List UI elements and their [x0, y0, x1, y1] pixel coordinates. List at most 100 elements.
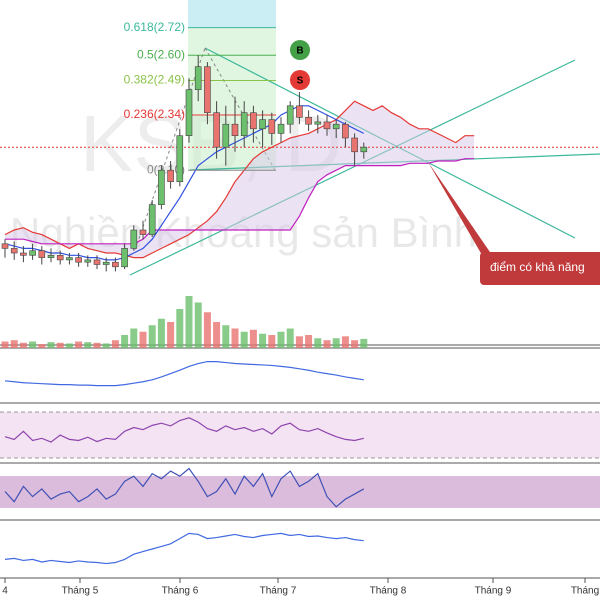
volume-bar	[19, 342, 27, 348]
candle-body	[222, 123, 230, 148]
fib-label: 0.5(2.60)	[137, 47, 185, 61]
candle-body	[342, 123, 349, 139]
volume-bar	[1, 341, 9, 348]
cloud-upper	[4, 100, 475, 259]
volume-bar	[75, 341, 83, 348]
callout-pointer	[428, 162, 492, 255]
volume-bar	[176, 309, 184, 348]
candle-body	[29, 250, 36, 256]
candle-body	[121, 248, 128, 268]
callout-box	[480, 252, 600, 285]
volume-bar	[157, 318, 165, 348]
callout-text: điểm có khả năng	[490, 260, 585, 274]
volume-bar	[102, 343, 110, 348]
candle-body	[1, 243, 9, 249]
candle-body	[75, 257, 82, 263]
volume-bar	[240, 331, 248, 348]
volume-bar	[323, 340, 331, 348]
x-tick-label: Tháng 8	[370, 586, 407, 597]
candle-body	[286, 105, 294, 125]
candle-body	[185, 89, 193, 136]
stoch-line	[4, 467, 365, 508]
fib-zone-top	[188, 0, 276, 28]
candle-body	[139, 229, 147, 235]
buy-label: B	[296, 46, 303, 57]
candle-body	[20, 252, 27, 256]
candle-body	[47, 255, 55, 258]
sell-label: S	[297, 76, 304, 87]
momentum-line	[4, 532, 364, 565]
baseline	[4, 105, 365, 261]
candle-body	[259, 119, 266, 130]
stoch-band	[0, 476, 600, 508]
volume-bar	[38, 344, 46, 348]
x-tick-label: Tháng 6	[162, 586, 199, 597]
candle-body	[148, 204, 156, 235]
plot: 0.618(2.72) 0.5(2.60) 0.382(2.49) 0.236(2.3…	[0, 20, 600, 597]
volume-bar	[231, 328, 239, 348]
x-tick-label: 4	[2, 586, 8, 597]
sell-signal	[290, 70, 310, 90]
candle-body	[204, 66, 211, 113]
cloud-lower	[5, 158, 475, 245]
volume-bar	[167, 322, 175, 348]
candle-body	[323, 121, 331, 130]
candle-body	[66, 257, 73, 261]
candle-body	[93, 259, 101, 265]
candle-body	[268, 119, 276, 134]
x-tick-label: Tháng 7	[260, 586, 297, 597]
candle-body	[167, 169, 174, 182]
volume-bar	[295, 336, 303, 348]
buy-signal	[290, 40, 310, 60]
trend-line	[129, 59, 576, 276]
candle-body	[213, 112, 220, 148]
candle-body	[277, 123, 285, 134]
volume-bar	[286, 328, 294, 348]
volume-bar	[185, 296, 193, 348]
volume-bar	[93, 342, 101, 348]
fib-label: 0.618(2.72)	[124, 20, 185, 34]
fib-label: 0.382(2.49)	[124, 73, 185, 87]
volume-bar	[351, 340, 359, 348]
candle-body	[240, 112, 248, 136]
volume-bar	[268, 335, 276, 348]
volume-bar	[277, 331, 285, 348]
candle-body	[38, 250, 46, 258]
candle-body	[194, 66, 202, 90]
macd-line	[4, 361, 364, 387]
candle-body	[158, 169, 165, 205]
candle-body	[250, 112, 257, 130]
candle-body	[332, 123, 340, 130]
volume-bar	[305, 335, 313, 348]
volume-bar	[84, 342, 92, 348]
volume-bar	[360, 338, 368, 348]
fib-label: 0.236(2.34)	[124, 107, 185, 121]
volume-bar	[222, 325, 230, 348]
volume-bar	[249, 329, 257, 348]
x-tick-label: Tháng 5	[62, 586, 99, 597]
candle-body	[231, 123, 239, 136]
volume-bar	[332, 338, 340, 348]
volume-bar	[194, 302, 202, 348]
rsi-line	[4, 417, 364, 443]
volume-bar	[47, 342, 55, 348]
volume-bar	[10, 340, 18, 348]
fib-zone	[188, 28, 276, 170]
candle-body	[10, 248, 18, 254]
candle-body	[351, 137, 358, 153]
candle-body	[314, 121, 322, 125]
volume-bar	[130, 328, 138, 348]
volume-bar	[203, 312, 211, 348]
volume-bar	[148, 325, 156, 348]
candle-body	[305, 117, 312, 125]
volume-bar	[121, 335, 129, 348]
candle-body	[360, 146, 368, 153]
fib-label: 0(2.10)	[147, 162, 185, 176]
candle-body	[112, 261, 119, 268]
volume-bar	[139, 331, 147, 348]
volume-bar	[314, 338, 322, 348]
x-tick-label: Tháng 9	[475, 586, 512, 597]
volume-bar	[259, 333, 267, 348]
volume-bar	[65, 343, 73, 348]
